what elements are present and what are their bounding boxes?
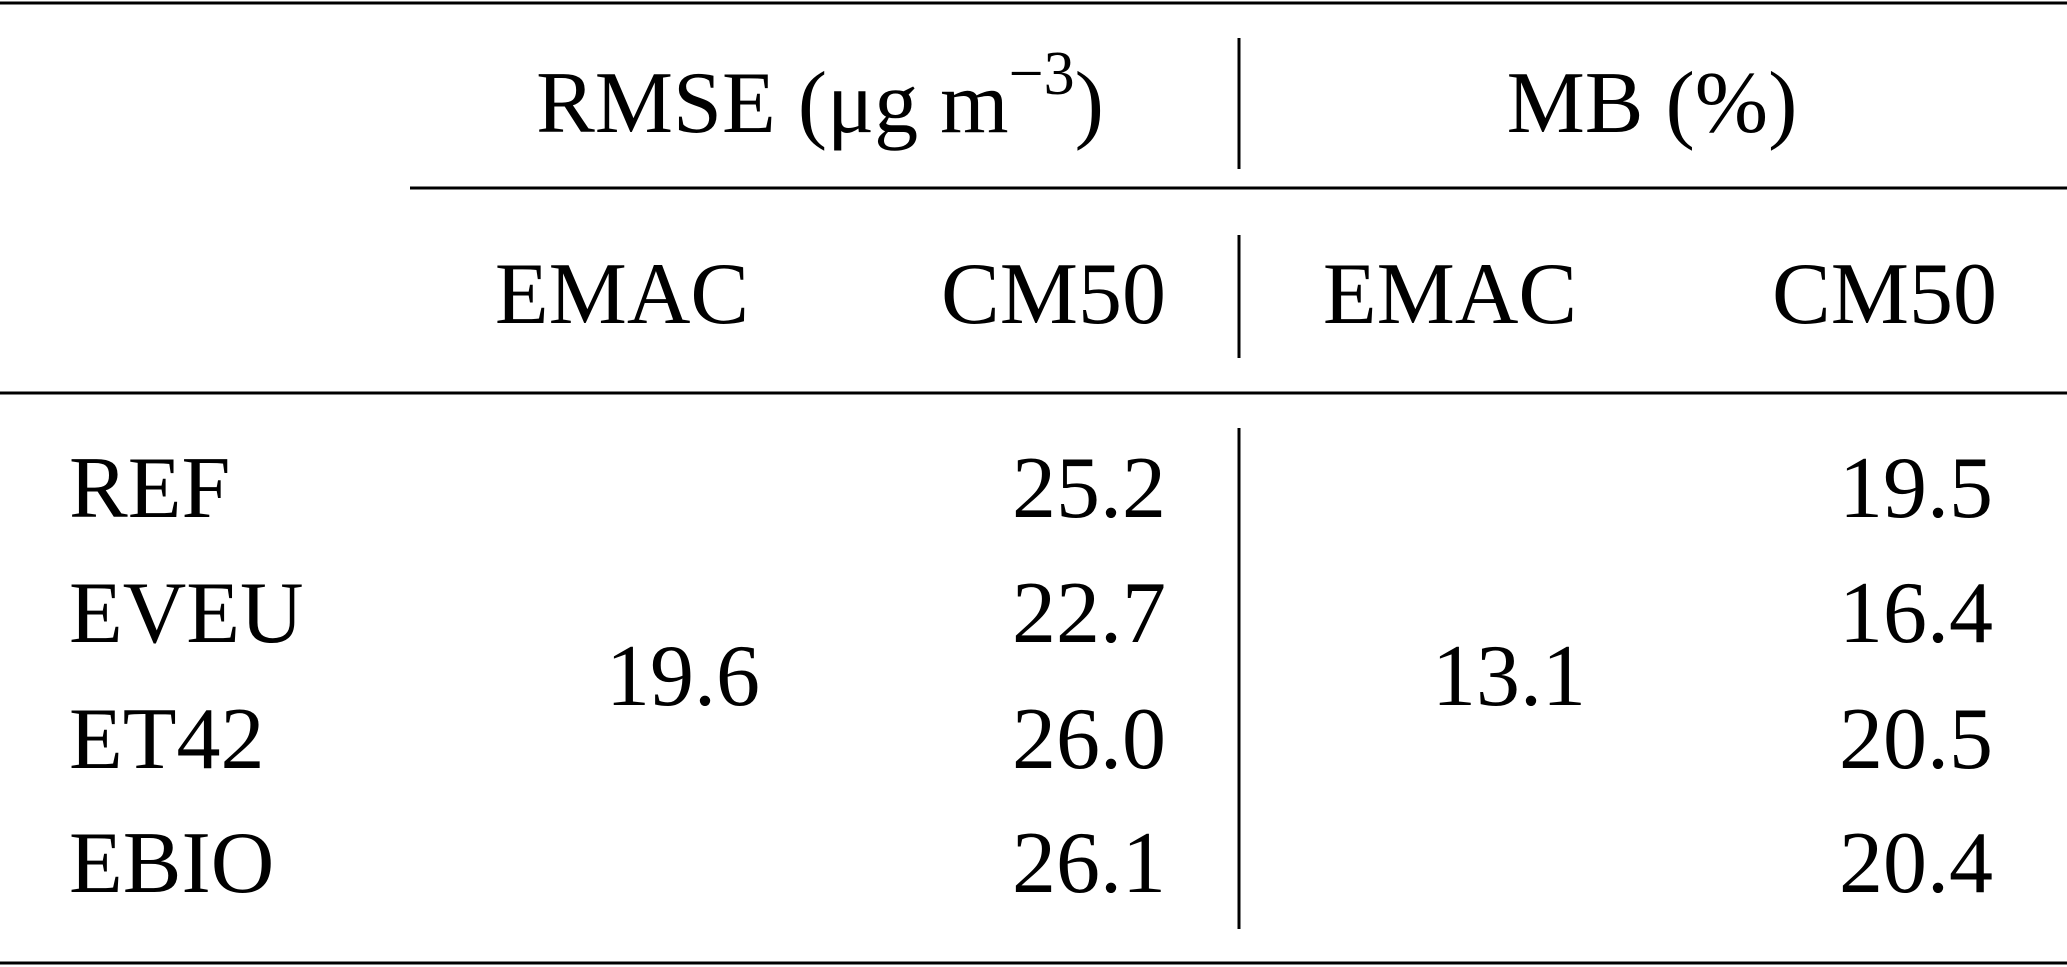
cell: 26.0 bbox=[1012, 691, 1166, 788]
merged-cell: 13.1 bbox=[1432, 628, 1586, 725]
cell: 20.4 bbox=[1839, 815, 1993, 912]
cell: 20.5 bbox=[1839, 691, 1993, 788]
group-label-end: ) bbox=[1075, 55, 1104, 152]
subheader: EMAC bbox=[1323, 246, 1577, 343]
row-label: REF bbox=[69, 440, 230, 537]
subheader: EMAC bbox=[495, 246, 749, 343]
row-label: EBIO bbox=[69, 815, 274, 912]
group-label: RMSE (μg m bbox=[536, 55, 1009, 152]
cell: 25.2 bbox=[1012, 440, 1166, 537]
cell: 26.1 bbox=[1012, 815, 1166, 912]
cell: 22.7 bbox=[1012, 565, 1166, 662]
group-superscript: −3 bbox=[1009, 40, 1075, 108]
merged-cell: 19.6 bbox=[606, 628, 760, 725]
group-header: MB (%) bbox=[1507, 55, 1798, 152]
cell: 19.5 bbox=[1839, 440, 1993, 537]
group-header: RMSE (μg m−3) bbox=[536, 40, 1104, 152]
subheader: CM50 bbox=[941, 246, 1166, 343]
table-body: REF 25.2 19.5 EVEU 22.7 16.4 ET42 26.0 20.5 EBIO 2… bbox=[69, 440, 1993, 912]
row-label: ET42 bbox=[69, 691, 265, 788]
subheader: CM50 bbox=[1772, 246, 1997, 343]
cell: 16.4 bbox=[1839, 565, 1993, 662]
row-label: EVEU bbox=[69, 565, 304, 662]
